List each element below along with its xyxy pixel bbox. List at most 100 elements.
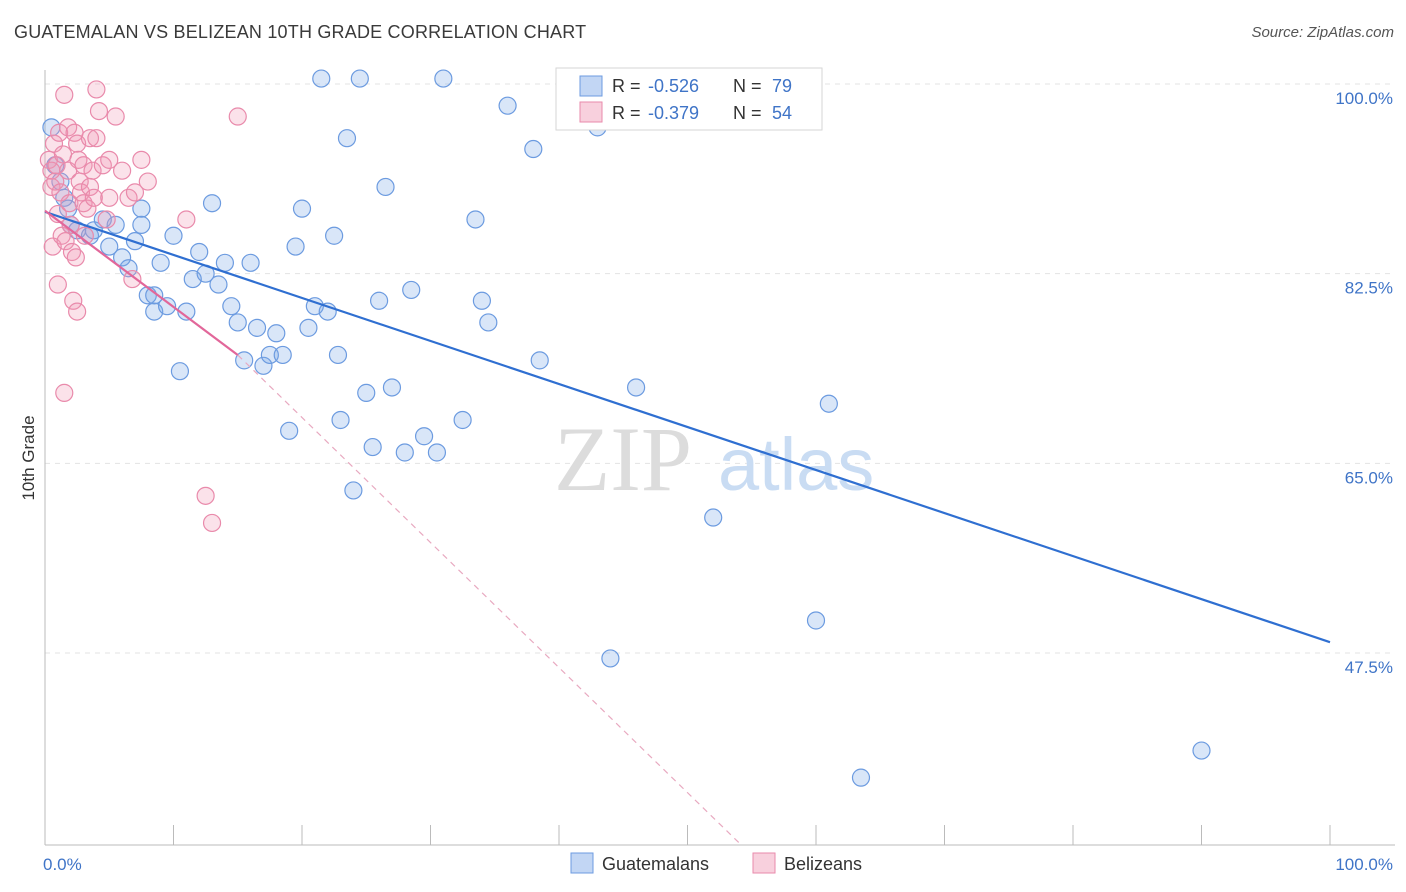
point-guatemalans-19 [145,286,164,305]
point-guatemalans-57 [382,378,402,397]
y-tick-label-0: 100.0% [1335,89,1393,108]
point-guatemalans-62 [434,69,453,88]
y-tick-label-1: 82.5% [1345,279,1393,298]
point-belizeans-12 [53,145,73,164]
bottom-legend-label-guatemalans: Guatemalans [602,854,709,874]
point-guatemalans-30 [215,253,234,272]
y-axis-title: 10th Grade [19,415,38,500]
point-belizeans-42 [100,188,119,207]
chart-title: GUATEMALAN VS BELIZEAN 10TH GRADE CORREL… [14,22,587,42]
point-guatemalans-52 [350,69,369,88]
legend-n-value-guatemalans: 79 [772,76,792,96]
y-tick-labels: 100.0% 82.5% 65.0% 47.5% [1335,89,1393,677]
point-guatemalans-78 [1192,741,1211,760]
point-guatemalans-36 [254,356,273,375]
point-belizeans-35 [83,161,102,180]
point-guatemalans-60 [414,427,434,446]
point-belizeans-24 [68,302,87,321]
series-points [39,69,1211,787]
x-tick-label-1: 100.0% [1335,855,1393,874]
point-guatemalans-56 [376,177,395,197]
point-belizeans-34 [80,129,100,148]
point-belizeans-9 [50,123,69,142]
point-guatemalans-29 [209,275,228,294]
legend-r-value-belizeans: -0.379 [648,103,699,123]
bottom-legend-label-belizeans: Belizeans [784,854,862,874]
point-belizeans-51 [177,210,196,229]
legend-n-label-guatemalans: N = [733,76,762,96]
point-belizeans-13 [55,85,74,104]
point-guatemalans-43 [299,318,318,337]
series-legend: Guatemalans Belizeans [570,852,862,874]
point-belizeans-52 [196,486,215,505]
point-guatemalans-23 [170,362,190,381]
point-guatemalans-64 [466,210,485,229]
point-guatemalans-31 [222,297,241,316]
point-guatemalans-39 [273,345,292,365]
point-belizeans-21 [64,291,83,310]
point-guatemalans-68 [524,139,543,159]
point-belizeans-47 [123,269,142,289]
point-guatemalans-37 [260,345,279,365]
point-guatemalans-20 [151,253,170,272]
chart-source: Source: ZipAtlas.com [1251,24,1394,41]
point-belizeans-36 [84,188,103,207]
point-guatemalans-11 [106,215,125,234]
point-guatemalans-41 [286,237,305,256]
point-belizeans-32 [78,199,97,218]
x-tick-labels: 0.0% 100.0% [43,855,1393,874]
point-belizeans-6 [47,156,66,175]
point-guatemalans-67 [498,96,517,115]
point-belizeans-49 [132,150,151,169]
axes [44,70,1395,846]
point-guatemalans-69 [530,351,549,370]
point-belizeans-39 [89,101,109,121]
point-guatemalans-71 [601,649,620,668]
point-belizeans-31 [75,226,94,245]
point-guatemalans-28 [202,194,222,213]
point-guatemalans-32 [228,313,247,332]
point-guatemalans-42 [292,199,312,218]
point-guatemalans-53 [357,383,376,402]
point-guatemalans-10 [100,237,119,256]
legend-r-label-belizeans: R = [612,103,641,123]
legend-n-label-belizeans: N = [733,103,762,123]
point-guatemalans-35 [247,318,267,337]
point-guatemalans-22 [164,226,183,245]
point-guatemalans-16 [132,199,151,218]
point-guatemalans-65 [472,291,491,310]
y-tick-label-2: 65.0% [1345,468,1393,487]
point-guatemalans-77 [851,768,871,787]
point-belizeans-5 [46,172,65,191]
point-belizeans-26 [69,150,88,169]
watermark-zip: ZIP [554,408,692,510]
point-guatemalans-51 [344,481,363,500]
point-belizeans-44 [106,107,125,126]
point-guatemalans-12 [112,248,132,267]
point-belizeans-18 [60,194,79,213]
point-belizeans-54 [228,107,247,126]
bottom-legend-swatch-guatemalans [570,852,594,874]
point-guatemalans-34 [241,253,260,272]
point-guatemalans-54 [363,437,382,457]
point-guatemalans-55 [370,291,389,310]
bottom-legend-swatch-belizeans [752,852,776,874]
point-guatemalans-75 [806,611,826,630]
legend-r-label-guatemalans: R = [612,76,641,96]
legend-swatch-guatemalans [579,75,603,97]
point-guatemalans-26 [190,242,209,262]
legend-swatch-belizeans [579,101,603,123]
point-guatemalans-59 [402,280,421,300]
point-belizeans-53 [202,513,222,533]
y-tick-label-3: 47.5% [1345,658,1393,677]
trend-lines [44,209,1331,844]
point-guatemalans-48 [328,345,348,365]
point-guatemalans-76 [819,394,838,413]
point-guatemalans-47 [325,226,344,245]
legend-r-value-guatemalans: -0.526 [648,76,699,96]
point-belizeans-38 [87,129,106,148]
trend-line-guatemalans [44,210,1331,644]
point-belizeans-15 [56,232,75,251]
point-belizeans-48 [125,183,145,202]
point-belizeans-50 [138,172,157,191]
